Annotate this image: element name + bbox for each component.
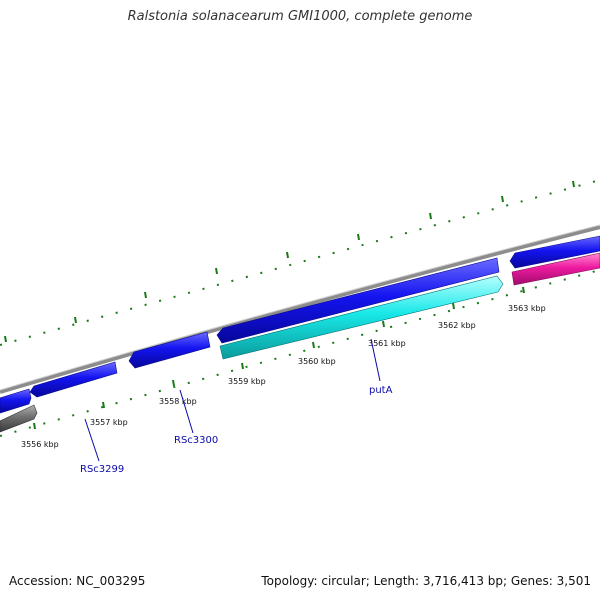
cds-feature (29, 361, 118, 398)
outer-major-ticks (4, 180, 575, 343)
cds-feature (509, 235, 600, 269)
accession-label: Accession: NC_003295 (9, 574, 146, 588)
map-title: Ralstonia solanacearum GMI1000, complete… (127, 9, 473, 24)
tick-label: 3563 kbp (508, 304, 546, 313)
tick-label: 3559 kbp (228, 377, 266, 386)
gene-label-rsc3300: RSc3300 (174, 435, 218, 446)
tick-label: 3561 kbp (368, 339, 406, 348)
tick-labels: 3556 kbp 3557 kbp 3558 kbp 3559 kbp 3560… (21, 304, 546, 449)
genome-backbone-highlight (0, 224, 600, 391)
pink-feature (511, 252, 600, 286)
inner-dotted-scale (0, 269, 600, 437)
tick-label: 3558 kbp (159, 397, 197, 406)
inner-major-ticks (33, 286, 525, 430)
tick-label: 3557 kbp (90, 418, 128, 427)
gene-label-rsc3299: RSc3299 (80, 464, 124, 475)
cds-feature (0, 388, 32, 414)
gene-label-puta: putA (369, 385, 393, 396)
genome-summary: Topology: circular; Length: 3,716,413 bp… (261, 574, 591, 588)
tick-label: 3562 kbp (438, 321, 476, 330)
tick-label: 3556 kbp (21, 440, 59, 449)
genome-backbone (0, 225, 600, 394)
cds-feature (216, 257, 500, 344)
cds-feature (128, 331, 211, 369)
tick-label: 3560 kbp (298, 357, 336, 366)
gene-label-leaders (84, 338, 381, 462)
gene-labels: RSc3299 RSc3300 putA (80, 385, 393, 475)
puta-feature (219, 275, 504, 360)
reverse-strand-feature (0, 404, 38, 433)
